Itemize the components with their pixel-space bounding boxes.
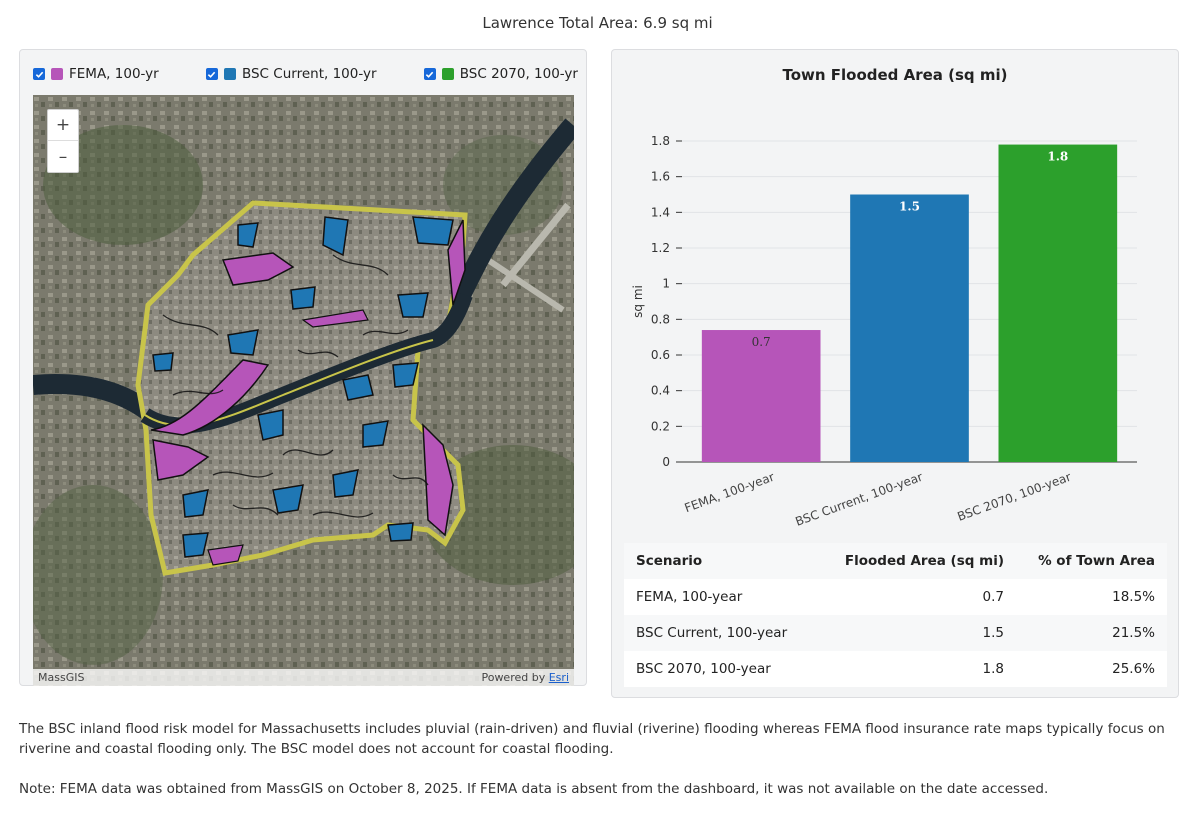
- cell-scenario: FEMA, 100-year: [636, 589, 743, 605]
- checkbox-bsc-current[interactable]: [205, 68, 218, 80]
- cell-scenario: BSC Current, 100-year: [636, 625, 788, 641]
- esri-link[interactable]: Esri: [548, 671, 569, 684]
- model-description: The BSC inland flood risk model for Mass…: [19, 721, 1165, 757]
- table-row: BSC Current, 100-year 1.5 21.5%: [624, 615, 1167, 651]
- table-row: FEMA, 100-year 0.7 18.5%: [624, 579, 1167, 615]
- cell-percent-town: 25.6%: [1112, 661, 1155, 677]
- checkbox-fema[interactable]: [33, 68, 45, 80]
- bar: [998, 144, 1118, 463]
- header-scenario: Scenario: [636, 553, 703, 569]
- cell-flooded-area: 1.8: [982, 661, 1004, 677]
- swatch-fema: [51, 68, 63, 80]
- y-tick-label: 1: [662, 277, 670, 291]
- y-axis-label: sq mi: [631, 285, 645, 318]
- zoom-out-button[interactable]: –: [58, 146, 68, 167]
- layer-legend: FEMA, 100-yr BSC Current, 100-yr BSC 207…: [33, 64, 578, 84]
- y-tick-label: 1.8: [651, 134, 670, 148]
- cell-percent-town: 18.5%: [1112, 589, 1155, 605]
- x-tick-label: FEMA, 100-year: [683, 470, 777, 515]
- data-source-note: Note: FEMA data was obtained from MassGI…: [19, 781, 1049, 797]
- layer-toggle-fema[interactable]: FEMA, 100-yr: [33, 66, 159, 82]
- x-tick-label: BSC Current, 100-year: [794, 470, 925, 529]
- flooded-area-bar-chart: 0 0.2 0.4 0.6 0.8 1 1.2 1.4 1.6 1.8 sq mi 0.7 FEMA, …: [631, 134, 1137, 529]
- legend-label-bsc-2070: BSC 2070, 100-yr: [459, 66, 578, 82]
- cell-flooded-area: 1.5: [982, 625, 1004, 641]
- y-tick-label: 1.4: [651, 205, 670, 219]
- header-flooded-area: Flooded Area (sq mi): [844, 553, 1004, 569]
- attribution-source: MassGIS: [38, 671, 85, 684]
- x-tick-label: BSC 2070, 100-year: [955, 470, 1072, 524]
- attribution-powered: Powered by Esri: [481, 671, 569, 684]
- powered-by-text: Powered by: [481, 671, 549, 684]
- y-tick-label: 1.2: [651, 241, 670, 255]
- cell-percent-town: 21.5%: [1112, 625, 1155, 641]
- header-percent-town: % of Town Area: [1038, 553, 1155, 569]
- y-tick-label: 0: [662, 455, 670, 469]
- y-tick-label: 0.6: [651, 348, 670, 362]
- bar: [701, 330, 821, 462]
- y-tick-label: 0.4: [651, 384, 670, 398]
- flood-summary-table: Scenario Flooded Area (sq mi) % of Town …: [624, 543, 1167, 687]
- table-row: BSC 2070, 100-year 1.8 25.6%: [624, 651, 1167, 687]
- layer-toggle-bsc-current[interactable]: BSC Current, 100-yr: [205, 66, 377, 82]
- zoom-control: + –: [47, 109, 79, 173]
- chart-title: Town Flooded Area (sq mi): [782, 66, 1008, 84]
- legend-label-fema: FEMA, 100-yr: [69, 66, 159, 82]
- cell-scenario: BSC 2070, 100-year: [636, 661, 771, 677]
- layer-toggle-bsc-2070[interactable]: BSC 2070, 100-yr: [423, 66, 578, 82]
- checkbox-bsc-2070[interactable]: [423, 68, 436, 80]
- y-tick-label: 0.2: [651, 419, 670, 433]
- swatch-bsc-current: [223, 68, 236, 80]
- zoom-in-button[interactable]: +: [48, 110, 78, 141]
- data-label: 1.8: [1047, 150, 1068, 164]
- flood-map[interactable]: + – MassGIS Powered by Esri: [33, 95, 574, 686]
- y-tick-label: 0.8: [651, 312, 670, 326]
- chart-panel: Town Flooded Area (sq mi) 0 0.2 0.4 0.6 0.8 1…: [611, 49, 1179, 698]
- page-title: Lawrence Total Area: 6.9 sq mi: [482, 14, 713, 32]
- legend-label-bsc-current: BSC Current, 100-yr: [241, 66, 377, 82]
- cell-flooded-area: 0.7: [982, 589, 1004, 605]
- map-attribution: MassGIS Powered by Esri: [33, 669, 574, 686]
- data-label: 1.5: [899, 200, 920, 214]
- y-tick-label: 1.6: [651, 170, 670, 184]
- map-panel: FEMA, 100-yr BSC Current, 100-yr BSC 207…: [19, 49, 587, 686]
- data-label: 0.7: [752, 335, 771, 349]
- bar: [850, 194, 969, 462]
- table-header: Scenario Flooded Area (sq mi) % of Town …: [624, 543, 1167, 579]
- satellite-basemap: [33, 95, 574, 686]
- swatch-bsc-2070: [441, 68, 454, 80]
